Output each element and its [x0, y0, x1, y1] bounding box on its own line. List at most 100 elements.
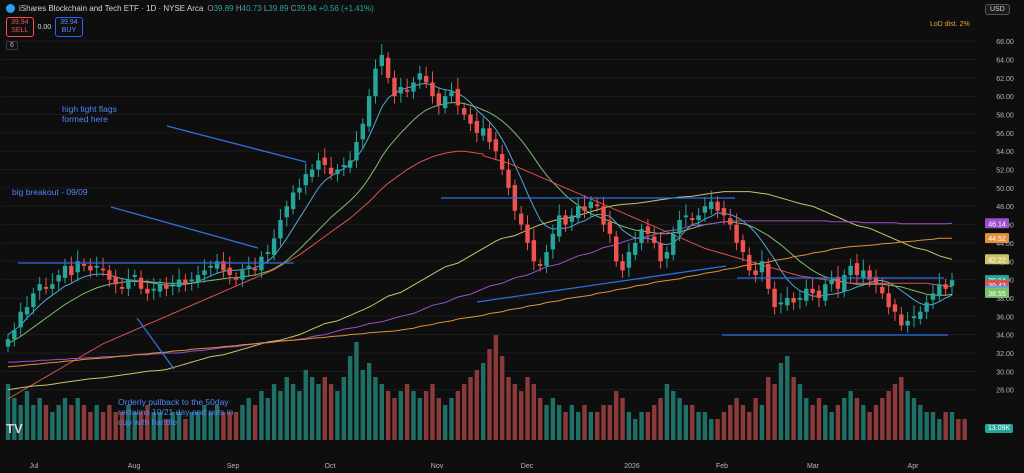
candle-body: [423, 76, 429, 83]
lod-distance-label: LoD dist. 2%: [930, 21, 970, 28]
volume-bar: [138, 412, 144, 440]
volume-bar: [176, 412, 182, 440]
price-label-text: 42.22: [988, 257, 1006, 264]
volume-bar: [956, 419, 961, 440]
candle-body: [620, 261, 625, 271]
volume-bar: [423, 391, 429, 440]
volume-bar: [645, 412, 651, 440]
volume-bar: [240, 405, 245, 440]
candle-body: [696, 215, 701, 220]
volume-bar: [892, 384, 898, 440]
candle-body: [461, 108, 467, 115]
candle-body: [899, 314, 904, 326]
candle-body: [506, 169, 511, 188]
volume-bar: [145, 405, 150, 440]
candle-body: [119, 286, 125, 289]
candle-body: [759, 261, 765, 273]
volume-bar: [474, 370, 480, 440]
x-tick-label: Apr: [908, 463, 920, 470]
volume-bar: [221, 412, 226, 440]
y-tick-label: 56.00: [996, 131, 1014, 138]
candle-body: [297, 187, 302, 193]
candle-body: [284, 206, 289, 218]
volume-bar: [899, 377, 904, 440]
sell-button[interactable]: 39.94 SELL: [6, 17, 34, 37]
volume-bar: [918, 405, 923, 440]
volume-bar: [360, 370, 365, 440]
candle-body: [183, 279, 188, 285]
candle-body: [823, 284, 828, 301]
annotation-breakout[interactable]: big breakout - 09/09: [12, 187, 88, 197]
volume-bar: [867, 412, 872, 440]
volume-bar: [328, 384, 334, 440]
volume-bar: [56, 405, 61, 440]
y-tick-label: 34.00: [996, 333, 1014, 340]
volume-bar: [316, 384, 321, 440]
volume-bar: [664, 384, 670, 440]
indicators-toggle[interactable]: 6: [6, 41, 18, 50]
candle-body: [854, 263, 860, 276]
volume-bar: [886, 391, 891, 440]
y-tick-label: 50.00: [996, 186, 1014, 193]
trendline: [476, 265, 727, 303]
currency-label: USD: [990, 6, 1005, 13]
volume-bar: [778, 363, 784, 440]
volume-bar: [18, 405, 23, 440]
volume-bar: [373, 377, 378, 440]
volume-bar: [804, 398, 809, 440]
candle-body: [480, 128, 486, 136]
candle-body: [753, 270, 758, 276]
volume-bar: [937, 419, 942, 440]
candle-body: [537, 264, 543, 266]
volume-bar: [170, 412, 175, 440]
buy-button[interactable]: 39.94 BUY: [55, 17, 83, 37]
volume-bar: [132, 412, 137, 440]
volume-badge: 13.09K: [985, 424, 1014, 433]
candle-body: [227, 267, 232, 276]
volume-bar: [227, 412, 232, 440]
candle-body: [430, 82, 435, 97]
volume-bar: [430, 384, 435, 440]
volume-bar: [690, 405, 695, 440]
volume-bar: [290, 384, 296, 440]
low-label: L: [263, 4, 269, 13]
currency-selector[interactable]: USD: [985, 4, 1010, 15]
candle-body: [132, 275, 137, 277]
volume-bar: [309, 377, 315, 440]
candle-body: [911, 316, 917, 319]
x-tick-label: Sep: [227, 463, 240, 470]
candle-body: [233, 277, 239, 280]
volume-bar: [183, 419, 188, 440]
candle-body: [100, 268, 106, 271]
volume-bar: [506, 377, 511, 440]
volume-bar: [709, 419, 714, 440]
candle-body: [214, 261, 220, 269]
candle-body: [892, 304, 898, 312]
candle-body: [240, 270, 245, 280]
candle-body: [328, 167, 334, 175]
volume-bar: [734, 398, 739, 440]
candle-body: [582, 206, 587, 211]
volume-bar: [683, 405, 689, 440]
candle-body: [309, 169, 315, 177]
candle-body: [379, 54, 384, 66]
chart-title[interactable]: iShares Blockchain and Tech ETF · 1D · N…: [19, 4, 204, 13]
annotation-flags[interactable]: high tight flags formed here: [62, 104, 117, 124]
tradingview-logo-icon[interactable]: TV: [6, 421, 23, 436]
price-label-text: 38.55: [988, 291, 1006, 298]
annotation-pullback[interactable]: Orderly pullback to the 50day reclaims 1…: [118, 397, 234, 427]
candle-body: [62, 265, 68, 278]
y-tick-label: 54.00: [996, 149, 1014, 156]
volume-bar: [493, 335, 499, 440]
candle-body: [398, 87, 404, 94]
candle-body: [31, 293, 36, 308]
volume-bar: [816, 398, 822, 440]
volume-bar: [303, 370, 308, 440]
volume-bar: [252, 405, 258, 440]
volume-bar: [404, 384, 410, 440]
volume-bar: [487, 349, 492, 440]
candlesticks: [5, 43, 955, 353]
y-tick-label: 60.00: [996, 94, 1014, 101]
volume-bar: [94, 405, 99, 440]
